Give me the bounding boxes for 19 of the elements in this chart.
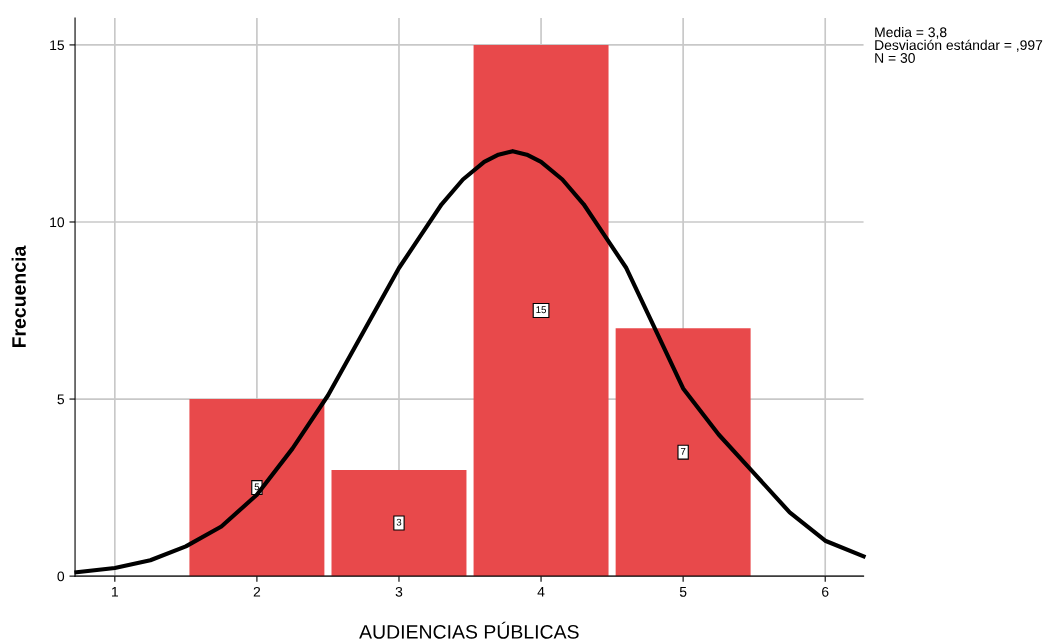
y-tick-label: 15: [50, 40, 65, 51]
text: Media = 3,8: [875, 26, 947, 39]
x-tick-label: 5: [679, 587, 687, 597]
data-label: 5: [254, 483, 260, 491]
x-tick-label: 6: [822, 586, 829, 597]
y-tick-label: 10: [50, 217, 65, 228]
y-tick-label: 5: [57, 394, 65, 405]
x-axis-title: AUDIENCIAS PÚBLICAS: [359, 621, 579, 639]
y-axis-title: Frecuencia: [11, 245, 26, 348]
data-label: 15: [536, 306, 547, 314]
x-tick-label: 4: [537, 587, 545, 597]
x-tick-label: 1: [112, 587, 119, 597]
data-label: 7: [680, 448, 686, 455]
data-label: 3: [396, 518, 402, 526]
x-tick-label: 3: [395, 586, 403, 597]
x-tick-label: 2: [253, 586, 261, 597]
text: N = 30: [875, 53, 915, 63]
y-tick-label: 0: [57, 571, 65, 582]
text: Desviación estándar = ,997: [875, 39, 1043, 52]
